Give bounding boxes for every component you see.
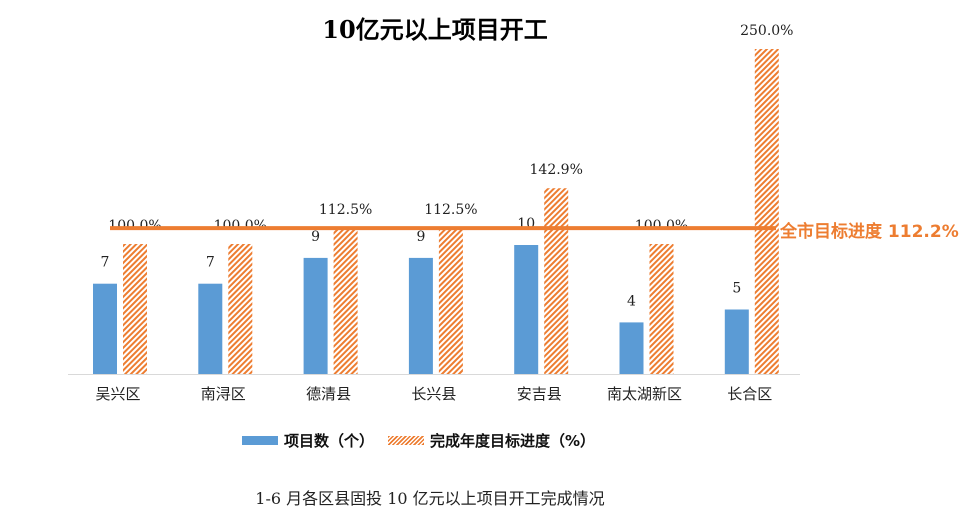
legend-swatch-count (242, 436, 278, 445)
chart-caption: 1-6 月各区县固投 10 亿元以上项目开工完成情况 (255, 489, 605, 508)
bar-project-count (408, 257, 433, 374)
bar-progress (333, 227, 358, 374)
legend-swatch-progress (388, 436, 425, 445)
bar-progress (544, 188, 569, 374)
data-label-count: 4 (627, 293, 636, 309)
data-label-progress: 100.0% (214, 218, 267, 234)
data-label-count: 9 (416, 229, 425, 245)
x-tick-label: 长合区 (727, 385, 772, 403)
data-label-progress: 100.0% (635, 218, 688, 234)
bar-project-count (619, 322, 644, 374)
bar-project-count (198, 283, 223, 374)
data-label-progress: 112.5% (424, 202, 477, 218)
bar-project-count (514, 245, 539, 374)
legend-label-progress: 完成年度目标进度（%） (430, 432, 596, 450)
bar-progress (649, 244, 674, 374)
x-tick-label: 安吉县 (517, 385, 562, 403)
reference-line-label: 全市目标进度 112.2% (780, 222, 959, 242)
data-label-progress: 100.0% (108, 218, 161, 234)
data-label-count: 7 (206, 255, 215, 271)
legend-label-count: 项目数（个） (284, 432, 375, 450)
x-tick-label: 吴兴区 (95, 385, 140, 403)
x-tick-label: 德清县 (306, 385, 351, 403)
bar-project-count (93, 283, 117, 374)
data-label-count: 5 (732, 281, 741, 297)
data-label-count: 7 (101, 255, 110, 271)
bar-progress (228, 244, 253, 374)
data-label-progress: 142.9% (530, 162, 583, 178)
chart-title: 10亿元以上项目开工 (322, 15, 548, 44)
legend: 项目数（个） 完成年度目标进度（%） (242, 430, 595, 451)
bar-project-count (724, 309, 749, 374)
bar-project-count (303, 257, 328, 374)
data-label-count: 9 (311, 229, 320, 245)
data-label-progress: 250.0% (740, 23, 793, 39)
bar-progress (754, 49, 779, 374)
bar-progress (438, 227, 463, 374)
bar-progress (123, 244, 147, 374)
data-label-progress: 112.5% (319, 202, 372, 218)
x-tick-label: 长兴县 (411, 385, 456, 403)
x-tick-label: 南太湖新区 (607, 385, 682, 403)
x-tick-label: 南浔区 (201, 385, 246, 403)
